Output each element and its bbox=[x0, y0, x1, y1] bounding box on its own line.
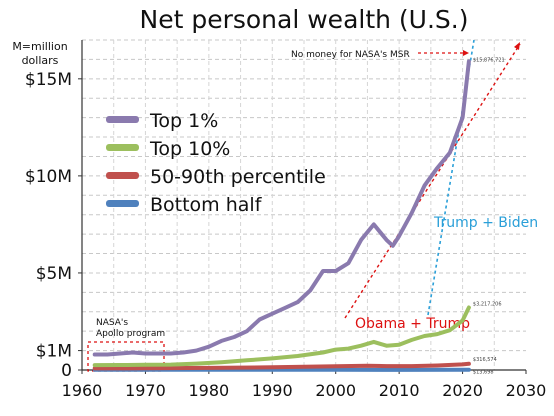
trump-biden-annotation: Trump + Biden bbox=[433, 215, 538, 231]
end-label: $316,574 bbox=[473, 357, 497, 363]
apollo-box bbox=[87, 341, 165, 372]
end-label: $15,876,721 bbox=[473, 57, 505, 63]
legend-swatch-bottom-half bbox=[106, 200, 139, 207]
series-lines bbox=[92, 59, 471, 372]
end-labels: $15,876,721 $3,217,206 $316,574 $13,698 bbox=[473, 57, 505, 375]
legend: Top 1% Top 10% 50-90th percentile Bottom… bbox=[106, 110, 326, 216]
unit-note-line2: dollars bbox=[22, 54, 59, 67]
legend-swatch-50-90 bbox=[106, 172, 139, 179]
msr-annotation: No money for NASA's MSR bbox=[291, 50, 410, 60]
legend-swatch-top1 bbox=[106, 116, 139, 123]
trump-biden-arrow bbox=[427, 39, 475, 316]
series-line-2 bbox=[92, 361, 471, 371]
x-ticks: 1960 1970 1980 1990 2000 2010 2020 2030 bbox=[62, 370, 547, 400]
end-label: $13,698 bbox=[473, 370, 494, 376]
x-tick-label: 2030 bbox=[506, 381, 547, 400]
obama-trump-arrowhead bbox=[514, 42, 520, 50]
y-tick-label: $10M bbox=[25, 167, 72, 187]
y-ticks: 0$1M $5M $10M $15M bbox=[25, 70, 82, 381]
series-line-1 bbox=[92, 305, 471, 368]
y-tick-label: $15M bbox=[25, 70, 72, 90]
y-tick-label: 0 bbox=[61, 361, 72, 381]
chart-title: Net personal wealth (U.S.) bbox=[140, 5, 469, 34]
legend-label-top10: Top 10% bbox=[149, 138, 230, 160]
x-tick-label: 2020 bbox=[442, 381, 483, 400]
x-tick-label: 1990 bbox=[252, 381, 293, 400]
x-tick-label: 1970 bbox=[125, 381, 166, 400]
end-label: $3,217,206 bbox=[473, 301, 502, 307]
apollo-label-line1: NASA's bbox=[96, 318, 128, 328]
x-tick-label: 2010 bbox=[379, 381, 420, 400]
grid bbox=[82, 39, 526, 370]
x-tick-label: 1960 bbox=[62, 381, 103, 400]
apollo-label-line2: Apollo program bbox=[96, 329, 165, 339]
x-tick-label: 1980 bbox=[188, 381, 229, 400]
x-tick-label: 2000 bbox=[315, 381, 356, 400]
legend-label-50-90: 50-90th percentile bbox=[150, 166, 326, 188]
y-tick-label: $5M bbox=[36, 264, 72, 284]
unit-note-line1: M=million bbox=[12, 40, 67, 53]
y-tick-label: $1M bbox=[36, 342, 72, 362]
obama-trump-annotation: Obama + Trump bbox=[355, 316, 470, 332]
legend-swatch-top10 bbox=[106, 144, 139, 151]
msr-arrowhead bbox=[463, 50, 469, 56]
obama-trump-arrow bbox=[344, 43, 521, 319]
series-line-0 bbox=[92, 59, 471, 357]
legend-label-bottom-half: Bottom half bbox=[150, 194, 263, 216]
legend-label-top1: Top 1% bbox=[149, 110, 218, 132]
